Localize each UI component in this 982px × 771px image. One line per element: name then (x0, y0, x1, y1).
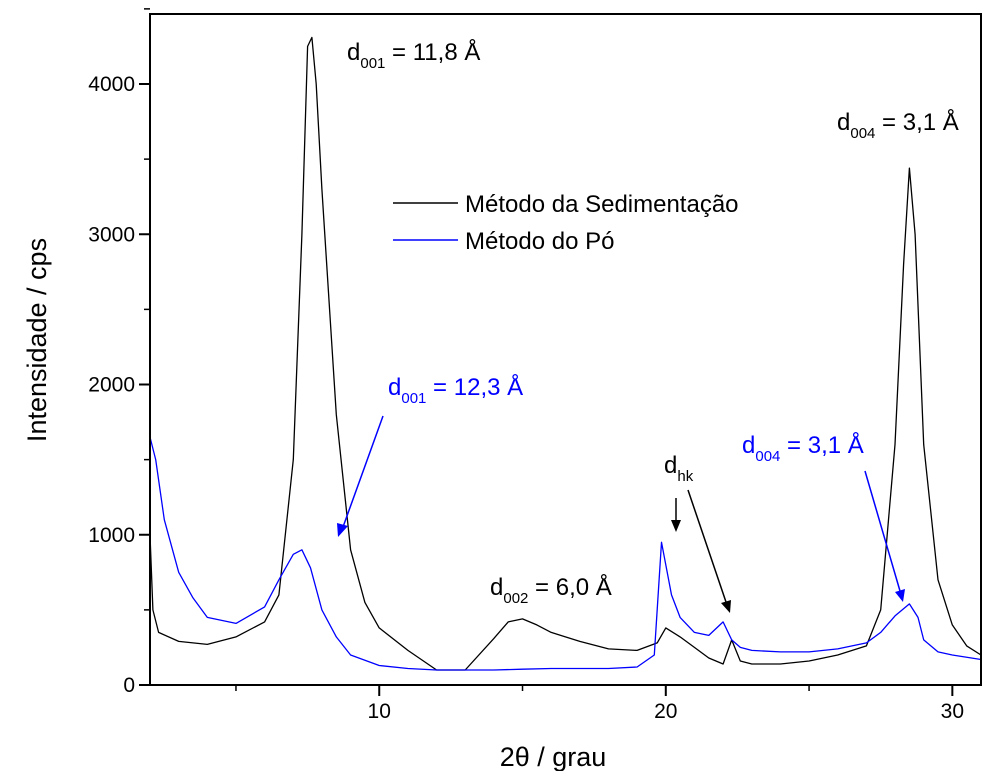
x-tick-label: 10 (368, 700, 391, 723)
x-tick-label: 30 (941, 700, 964, 723)
series-line-po (149, 436, 982, 671)
legend: Método da Sedimentação Método do Pó (393, 191, 739, 255)
arrowhead-dhk-left (671, 520, 681, 532)
annotation-arrows (337, 415, 905, 613)
arrowhead-dhk-right (721, 600, 731, 613)
arrow-d004-po (864, 470, 901, 592)
arrowhead-d001-po (337, 523, 348, 537)
y-tick-label: 2000 (88, 374, 135, 397)
annotation-d004-po: d004 = 3,1 Å (742, 431, 864, 465)
arrow-dhk-right (687, 489, 727, 603)
series-layer (149, 36, 982, 671)
annotation-d001-sedimentacao: d001 = 11,8 Å (347, 38, 480, 72)
arrowhead-d004-po (895, 589, 905, 602)
y-tick-label: 3000 (88, 223, 135, 246)
plot-frame (149, 13, 982, 686)
x-tick-label: 20 (654, 700, 677, 723)
series-line-sedimentacao (149, 36, 982, 671)
annotation-dhk: dhk (664, 452, 694, 485)
annotation-d002: d002 = 6,0 Å (490, 573, 612, 607)
x-axis-title: 2θ / grau (500, 742, 607, 771)
y-axis-title: Intensidade / cps (22, 238, 52, 442)
annotation-d004-sedimentacao: d004 = 3,1 Å (837, 108, 959, 142)
annotation-d001-po: d001 = 12,3 Å (388, 373, 523, 407)
arrow-d001-po (342, 415, 384, 528)
y-tick-label: 4000 (88, 73, 135, 96)
y-tick-label: 0 (123, 674, 135, 697)
axis-layer: 10 20 30 0 1000 2000 3000 4000 (88, 8, 964, 723)
legend-label-po: Método do Pó (465, 228, 614, 255)
legend-label-sedimentacao: Método da Sedimentação (465, 191, 739, 218)
y-tick-label: 1000 (88, 524, 135, 547)
